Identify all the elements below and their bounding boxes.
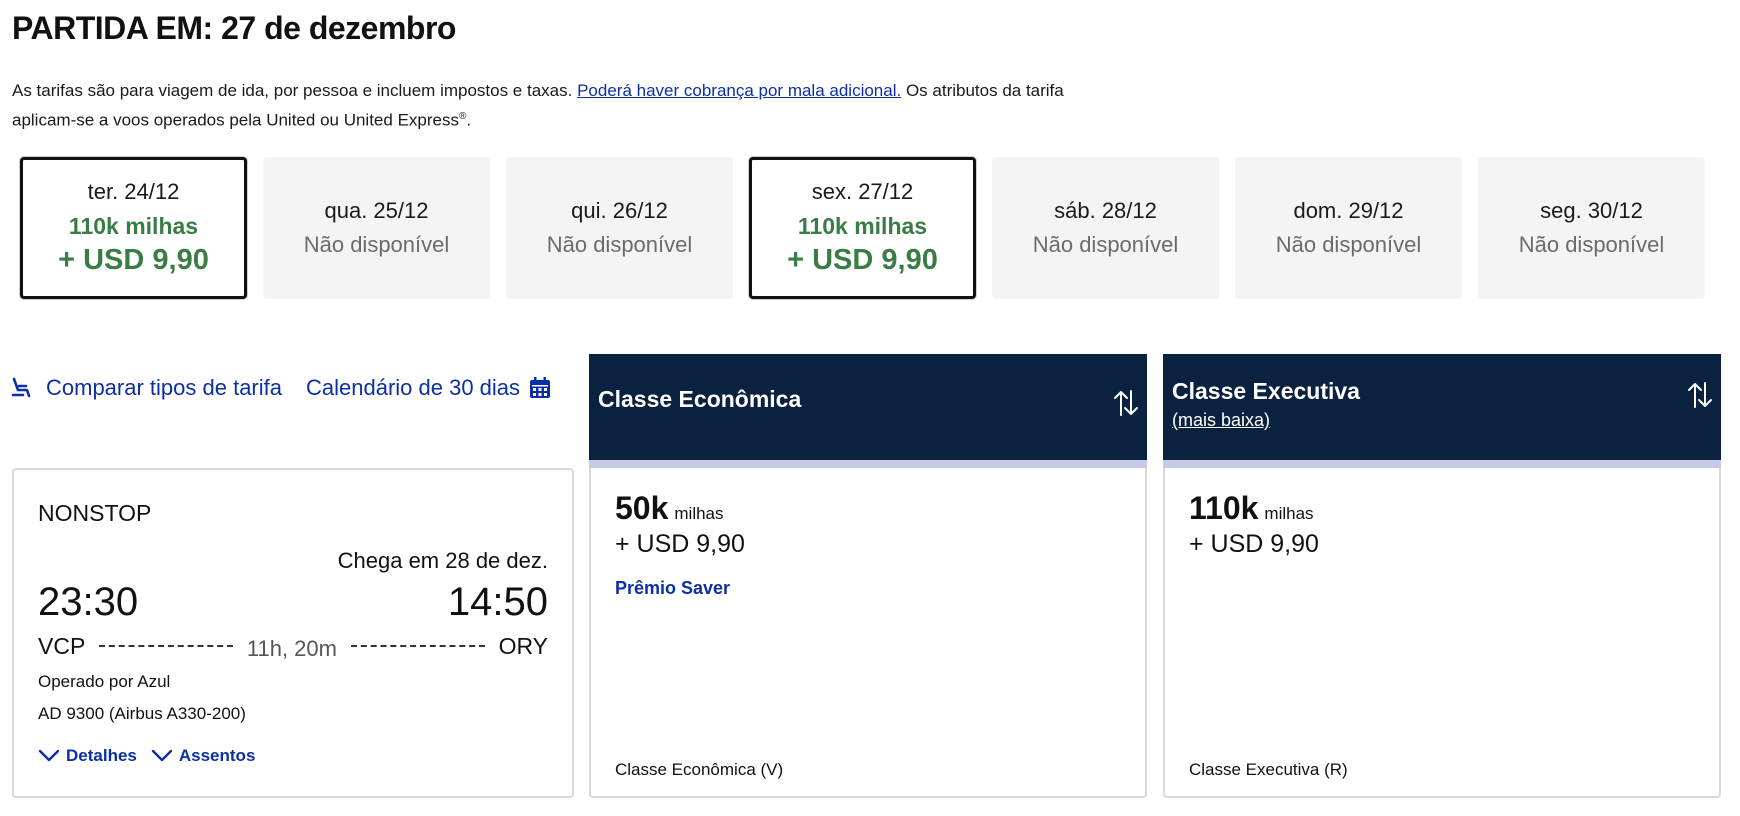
date-label: sáb. 28/12 (1054, 198, 1157, 223)
destination-airport: ORY (498, 632, 548, 659)
calendar-30-days-link[interactable]: Calendário de 30 dias (306, 375, 552, 401)
stops-label: NONSTOP (38, 500, 152, 526)
route-line (350, 645, 485, 647)
business-column-header[interactable]: Classe Executiva (mais baixa) (1163, 354, 1721, 468)
departure-time: 23:30 (38, 580, 139, 624)
flight-route: VCP 11h, 20m ORY (38, 630, 548, 662)
miles-amount: 50k (615, 490, 669, 526)
seat-icon (11, 377, 31, 398)
miles-unit: milhas (674, 504, 724, 523)
business-fare-miles: 110k milhas (1189, 490, 1314, 527)
date-label: seg. 30/12 (1540, 198, 1643, 223)
miles-unit: milhas (1264, 504, 1314, 523)
seats-toggle[interactable]: Assentos (151, 746, 256, 766)
date-unavailable: Não disponível (303, 232, 450, 257)
arrival-time: 14:50 (447, 580, 548, 624)
fare-class-code: Classe Econômica (V) (615, 760, 784, 779)
calendar-30-days-label: Calendário de 30 dias (306, 375, 521, 400)
economy-column-title: Classe Econômica (598, 386, 802, 412)
date-unavailable: Não disponível (1518, 232, 1665, 257)
date-card-26-12[interactable]: qui. 26/12 Não disponível (506, 157, 733, 299)
date-card-24-12[interactable]: ter. 24/12 110k milhas + USD 9,90 (20, 157, 247, 299)
business-fare-card[interactable]: 110k milhas + USD 9,90 Classe Executiva … (1163, 468, 1721, 798)
economy-fare-card[interactable]: 50k milhas + USD 9,90 Prêmio Saver Class… (589, 468, 1147, 798)
date-card-25-12[interactable]: qua. 25/12 Não disponível (263, 157, 490, 299)
fare-class-code: Classe Executiva (R) (1189, 760, 1348, 779)
flight-duration: 11h, 20m (246, 636, 337, 661)
flight-card: NONSTOP Chega em 28 de dez. 23:30 14:50 … (12, 468, 574, 798)
miles-amount: 110k (1189, 490, 1259, 526)
date-label: dom. 29/12 (1293, 198, 1404, 223)
economy-column-header[interactable]: Classe Econômica (589, 354, 1147, 468)
date-unavailable: Não disponível (1032, 232, 1179, 257)
flight-actions: Detalhes Assentos (38, 746, 255, 766)
registered-mark: ® (458, 111, 467, 122)
date-miles: 110k milhas (68, 213, 199, 239)
arrival-date-note: Chega em 28 de dez. (337, 548, 548, 573)
business-column-title: Classe Executiva (1172, 378, 1360, 404)
date-card-30-12[interactable]: seg. 30/12 Não disponível (1478, 157, 1705, 299)
economy-fare-miles: 50k milhas (615, 490, 724, 527)
fare-notice: As tarifas são para viagem de ida, por p… (12, 78, 1092, 134)
date-unavailable: Não disponível (1275, 232, 1422, 257)
baggage-fee-link[interactable]: Poderá haver cobrança por mala adicional… (577, 81, 902, 100)
compare-fare-types-link[interactable]: Comparar tipos de tarifa (10, 375, 282, 401)
details-label: Detalhes (66, 746, 137, 765)
date-label: sex. 27/12 (811, 179, 914, 204)
date-card-27-12[interactable]: sex. 27/12 110k milhas + USD 9,90 (749, 157, 976, 299)
date-card-28-12[interactable]: sáb. 28/12 Não disponível (992, 157, 1219, 299)
date-usd: + USD 9,90 (58, 244, 209, 276)
notice-end: . (466, 110, 472, 130)
page-title: PARTIDA EM: 27 de dezembro (12, 10, 456, 46)
chevron-down-icon (151, 749, 173, 762)
compare-fare-types-label: Comparar tipos de tarifa (46, 375, 282, 400)
date-miles: 110k milhas (797, 213, 928, 239)
date-usd: + USD 9,90 (787, 244, 938, 276)
sort-arrows-icon[interactable] (1113, 388, 1139, 418)
flight-aircraft: AD 9300 (Airbus A330-200) (38, 704, 246, 723)
economy-fare-usd: + USD 9,90 (615, 530, 745, 558)
notice-text-2: Os atributos da tarifa aplicam-se a voos… (12, 81, 1064, 130)
route-line (99, 645, 233, 647)
fare-tools: Comparar tipos de tarifa Calendário de 3… (10, 375, 552, 401)
business-fare-usd: + USD 9,90 (1189, 530, 1319, 558)
date-selector: ter. 24/12 110k milhas + USD 9,90 qua. 2… (20, 157, 1705, 299)
award-type: Prêmio Saver (615, 578, 731, 598)
notice-text: As tarifas são para viagem de ida, por p… (12, 81, 578, 100)
calendar-icon (530, 377, 551, 398)
date-label: qui. 26/12 (571, 198, 668, 223)
chevron-down-icon (38, 749, 60, 762)
details-toggle[interactable]: Detalhes (38, 746, 137, 766)
operated-by: Operado por Azul (38, 672, 171, 691)
date-unavailable: Não disponível (546, 232, 693, 257)
seats-label: Assentos (178, 746, 256, 765)
date-card-29-12[interactable]: dom. 29/12 Não disponível (1235, 157, 1462, 299)
origin-airport: VCP (38, 632, 86, 659)
date-label: ter. 24/12 (87, 179, 180, 204)
sort-arrows-icon[interactable] (1687, 380, 1713, 410)
business-column-subtitle[interactable]: (mais baixa) (1172, 410, 1271, 430)
date-label: qua. 25/12 (324, 198, 429, 223)
